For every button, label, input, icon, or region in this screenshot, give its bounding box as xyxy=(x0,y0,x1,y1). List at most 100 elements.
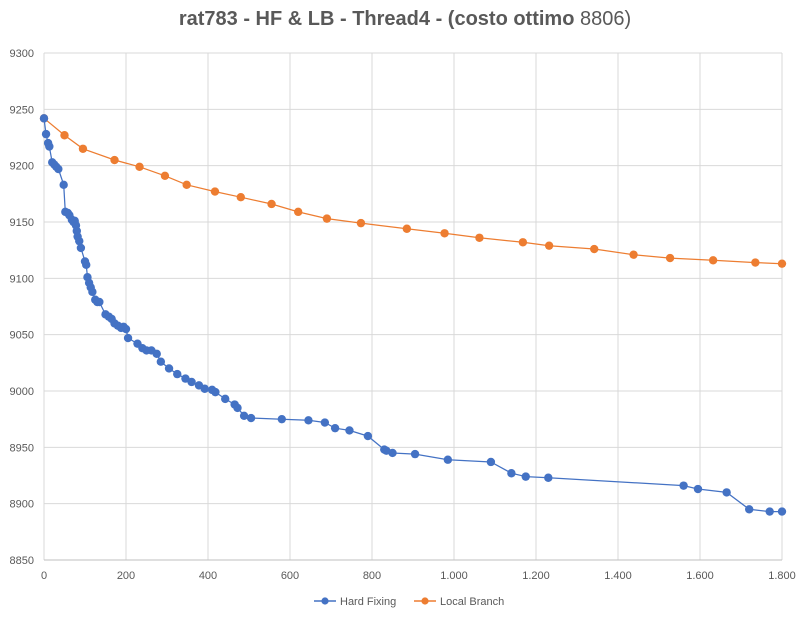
x-tick-label: 1.200 xyxy=(522,570,550,582)
data-point-hard-fixing xyxy=(59,180,68,190)
data-point-local-branch xyxy=(665,253,675,263)
data-point-hard-fixing xyxy=(239,411,249,420)
series-hard-fixing xyxy=(39,114,787,516)
data-point-local-branch xyxy=(110,155,119,165)
data-point-hard-fixing xyxy=(745,505,754,514)
y-tick-label: 9150 xyxy=(10,217,34,229)
chart-title: rat783 - HF & LB - Thread4 - (costo otti… xyxy=(0,8,810,31)
data-point-local-branch xyxy=(267,199,276,209)
data-point-hard-fixing xyxy=(330,423,340,433)
data-point-hard-fixing xyxy=(693,484,703,494)
data-point-hard-fixing xyxy=(152,349,161,359)
data-point-local-branch xyxy=(402,224,412,233)
grid-layer xyxy=(43,52,783,561)
data-point-hard-fixing xyxy=(345,426,354,435)
data-point-hard-fixing xyxy=(277,414,286,424)
data-point-local-branch xyxy=(60,131,69,140)
data-point-local-branch xyxy=(590,244,599,254)
data-point-local-branch xyxy=(629,250,638,259)
chart-title-value: 8806) xyxy=(580,8,632,30)
data-point-hard-fixing xyxy=(200,384,209,393)
data-point-local-branch xyxy=(751,258,760,267)
data-point-hard-fixing xyxy=(45,142,54,151)
data-point-hard-fixing xyxy=(164,364,174,373)
data-point-hard-fixing xyxy=(544,473,553,482)
data-point-local-branch xyxy=(182,180,191,190)
data-point-local-branch xyxy=(236,193,245,202)
data-point-hard-fixing xyxy=(443,455,453,464)
legend-marker xyxy=(321,597,329,605)
data-point-hard-fixing xyxy=(777,507,787,516)
legend-item-hard-fixing: Hard Fixing xyxy=(314,596,396,608)
data-point-hard-fixing xyxy=(41,129,51,139)
x-tick-label: 1.600 xyxy=(686,570,714,582)
data-point-hard-fixing xyxy=(88,287,97,297)
data-point-hard-fixing xyxy=(410,449,420,459)
data-point-hard-fixing xyxy=(82,260,91,270)
data-point-local-branch xyxy=(708,256,718,265)
data-point-local-branch xyxy=(322,214,332,223)
legend-label: Local Branch xyxy=(440,596,504,608)
y-tick-label: 9000 xyxy=(10,386,34,398)
y-tick-label: 9200 xyxy=(10,161,34,173)
data-point-hard-fixing xyxy=(123,333,133,343)
data-point-local-branch xyxy=(78,144,88,153)
y-tick-label: 8850 xyxy=(10,555,34,567)
x-tick-label: 0 xyxy=(41,570,47,582)
data-point-local-branch xyxy=(544,241,554,250)
data-point-local-branch xyxy=(777,259,787,268)
data-point-hard-fixing xyxy=(388,448,397,458)
data-point-hard-fixing xyxy=(187,377,196,387)
data-point-hard-fixing xyxy=(765,507,774,516)
data-point-hard-fixing xyxy=(246,413,256,423)
data-point-local-branch xyxy=(294,207,303,217)
data-point-hard-fixing xyxy=(679,481,688,490)
y-tick-label: 9100 xyxy=(10,273,34,285)
data-point-hard-fixing xyxy=(221,394,230,404)
data-point-local-branch xyxy=(210,187,220,196)
legend-item-local-branch: Local Branch xyxy=(414,596,504,608)
data-point-hard-fixing xyxy=(486,457,496,467)
data-point-hard-fixing xyxy=(363,431,373,441)
data-point-hard-fixing xyxy=(75,236,84,246)
data-point-hard-fixing xyxy=(233,403,242,413)
y-tick-label: 9250 xyxy=(10,104,34,116)
legend-marker xyxy=(421,597,429,605)
y-tick-label: 9050 xyxy=(10,330,34,342)
data-point-hard-fixing xyxy=(521,472,530,481)
legend-label: Hard Fixing xyxy=(340,596,396,608)
x-tick-label: 200 xyxy=(117,570,135,582)
x-tick-label: 1.800 xyxy=(768,570,796,582)
series-layer xyxy=(39,114,787,516)
axis-layer: 8850 8900 8950 9000 9050 9100 9150 9200 9250 9300… xyxy=(10,48,796,582)
x-tick-label: 600 xyxy=(281,570,299,582)
chart-title-text: rat783 - HF & LB - Thread4 - (costo otti… xyxy=(178,8,575,30)
data-point-hard-fixing xyxy=(121,324,131,334)
x-tick-label: 1.400 xyxy=(604,570,632,582)
data-point-hard-fixing xyxy=(95,297,104,307)
data-point-local-branch xyxy=(160,171,170,181)
x-tick-label: 400 xyxy=(199,570,217,582)
data-point-hard-fixing xyxy=(156,357,166,366)
y-tick-label: 8950 xyxy=(10,442,34,454)
data-point-local-branch xyxy=(475,233,484,242)
series-line-local-branch xyxy=(43,117,783,265)
data-point-local-branch xyxy=(518,238,528,247)
data-point-local-branch xyxy=(356,218,366,228)
data-point-hard-fixing xyxy=(54,164,63,174)
data-point-hard-fixing xyxy=(181,374,190,383)
x-tick-label: 800 xyxy=(363,570,381,582)
data-point-hard-fixing xyxy=(304,416,313,425)
series-local-branch xyxy=(39,114,787,268)
data-point-local-branch xyxy=(135,162,144,171)
legend: Hard Fixing Local Branch xyxy=(314,596,504,608)
y-tick-label: 9300 xyxy=(10,48,34,60)
y-tick-label: 8900 xyxy=(10,499,34,511)
data-point-hard-fixing xyxy=(211,387,220,397)
data-point-hard-fixing xyxy=(320,418,330,427)
data-point-hard-fixing xyxy=(39,114,49,123)
data-point-hard-fixing xyxy=(76,243,86,253)
x-tick-label: 1.000 xyxy=(440,570,468,582)
